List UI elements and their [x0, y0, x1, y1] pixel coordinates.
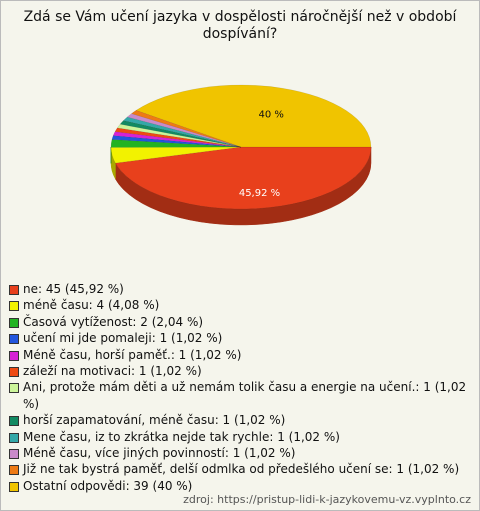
legend-label: záleží na motivaci: 1 (1,02 %)	[23, 364, 202, 379]
legend-item: méně času: 4 (4,08 %)	[9, 297, 469, 313]
legend-item: Již ne tak bystrá paměť, delší odmlka od…	[9, 461, 469, 477]
legend-label: Méně času, horší paměť.: 1 (1,02 %)	[23, 347, 242, 362]
legend-swatch	[9, 317, 19, 328]
legend: ne: 45 (45,92 %) méně času: 4 (4,08 %) Čas…	[9, 281, 469, 494]
legend-swatch	[9, 334, 19, 345]
legend-swatch	[9, 432, 19, 443]
legend-label: učení mi jde pomaleji: 1 (1,02 %)	[23, 331, 223, 346]
legend-item: Ostatní odpovědi: 39 (40 %)	[9, 478, 469, 494]
legend-item: Časová vytíženost: 2 (2,04 %)	[9, 314, 469, 330]
legend-swatch	[9, 285, 19, 295]
legend-item: Méně času, horší paměť.: 1 (1,02 %)	[9, 347, 469, 363]
legend-label: Ostatní odpovědi: 39 (40 %)	[23, 478, 193, 493]
legend-item: záleží na motivaci: 1 (1,02 %)	[9, 363, 469, 379]
slice	[119, 120, 242, 148]
chart-title: Zdá se Vám učení jazyka v dospělosti nár…	[23, 9, 457, 42]
value-label: 45,92 %	[239, 188, 280, 199]
source: zdroj: https://pristup-lidi-k-jazykovemu…	[183, 493, 471, 506]
legend-swatch	[9, 465, 19, 476]
legend-item: Méně času, více jiných povinností: 1 (1,…	[9, 445, 469, 461]
legend-item: horší zapamatování, méně času: 1 (1,02 %…	[9, 412, 469, 428]
legend-label: horší zapamatování, méně času: 1 (1,02 %…	[23, 413, 286, 428]
slice	[122, 116, 242, 148]
slice	[111, 135, 242, 148]
legend-label: Ani, protože mám děti a už nemám tolik č…	[23, 380, 467, 411]
legend-label: méně času: 4 (4,08 %)	[23, 298, 160, 313]
slice	[130, 110, 242, 148]
legend-swatch	[9, 383, 19, 394]
legend-label: ne: 45 (45,92 %)	[23, 282, 124, 296]
slice	[110, 139, 242, 148]
legend-label: Méně času, více jiných povinností: 1 (1,…	[23, 446, 296, 461]
slice	[116, 123, 242, 148]
legend-swatch	[9, 416, 19, 427]
legend-label: Časová vytíženost: 2 (2,04 %)	[23, 314, 204, 329]
pie: 45,92 % 40 %	[110, 84, 372, 226]
legend-swatch	[9, 301, 19, 312]
legend-label: Již ne tak bystrá paměť, delší odmlka od…	[23, 462, 460, 477]
slice	[115, 146, 372, 210]
legend-item: učení mi jde pomaleji: 1 (1,02 %)	[9, 330, 469, 346]
slice	[135, 84, 372, 148]
legend-swatch	[9, 350, 19, 361]
legend-swatch	[9, 449, 19, 460]
slice	[110, 146, 242, 164]
legend-item: Ani, protože mám děti a už nemám tolik č…	[9, 379, 469, 412]
value-label: 40 %	[259, 110, 284, 121]
slice	[126, 113, 242, 148]
legend-label: Mene času, iz to zkrátka nejde tak rychl…	[23, 429, 340, 444]
legend-swatch	[9, 367, 19, 378]
legend-item: Mene času, iz to zkrátka nejde tak rychl…	[9, 429, 469, 445]
legend-swatch	[9, 481, 19, 492]
slice	[112, 131, 242, 148]
slice	[114, 127, 242, 148]
legend-item: ne: 45 (45,92 %)	[9, 281, 469, 297]
